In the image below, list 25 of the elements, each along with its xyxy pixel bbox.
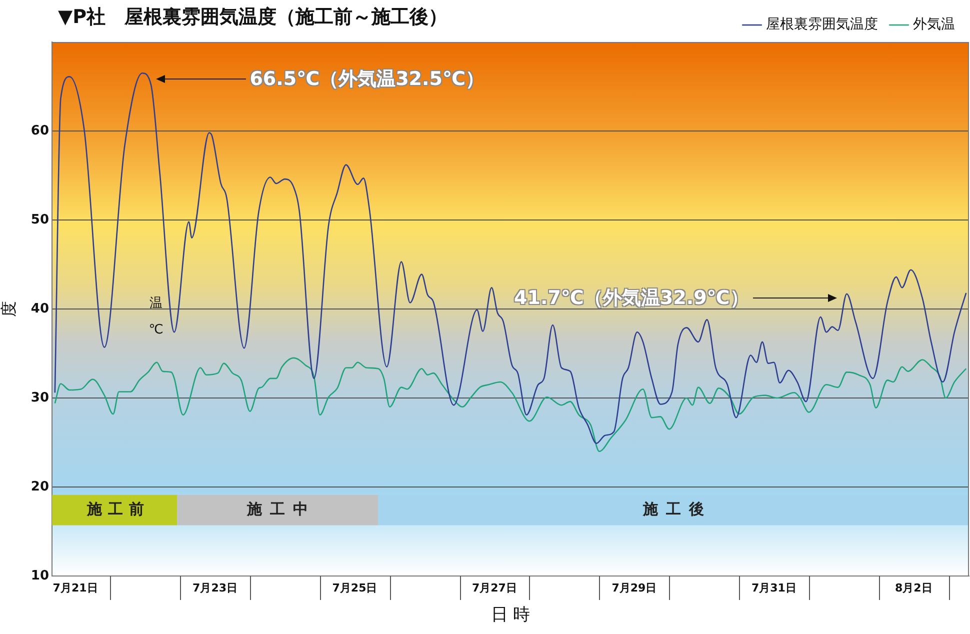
annotation: 温 [150, 296, 162, 312]
chart-title: ▼P社 屋根裏雰囲気温度（施工前～施工後） [58, 5, 448, 30]
annotation: 66.5℃（外気温32.5℃） [250, 68, 484, 90]
legend-label: 外気温 [913, 16, 955, 33]
x-tick-label: 7月27日 [472, 581, 517, 594]
legend-label: 屋根裏雰囲気温度 [766, 16, 878, 33]
y-axis-title: 度 [0, 301, 18, 317]
x-tick-label: 7月29日 [612, 581, 657, 594]
y-tick-label: 40 [30, 301, 49, 316]
y-tick-label: 20 [30, 479, 49, 494]
y-tick-label: 10 [30, 568, 49, 584]
x-tick-label: 8月2日 [895, 581, 932, 594]
x-tick-label: 7月23日 [192, 581, 238, 594]
x-tick-label: 7月31日 [751, 581, 796, 594]
band-label: 施工後 [642, 500, 712, 518]
x-axis-title: 日 時 [490, 605, 530, 626]
annotation: ℃ [148, 322, 164, 338]
y-tick-label: 50 [30, 212, 49, 228]
annotation: 41.7℃（外気温32.9℃） [514, 287, 749, 310]
x-tick-label: 7月21日 [52, 581, 98, 594]
y-tick-label: 30 [30, 390, 49, 406]
y-tick-label: 60 [30, 123, 49, 138]
band-label: 施工前 [86, 500, 150, 518]
band-label: 施工中 [246, 500, 316, 518]
x-tick-label: 7月25日 [332, 581, 378, 594]
